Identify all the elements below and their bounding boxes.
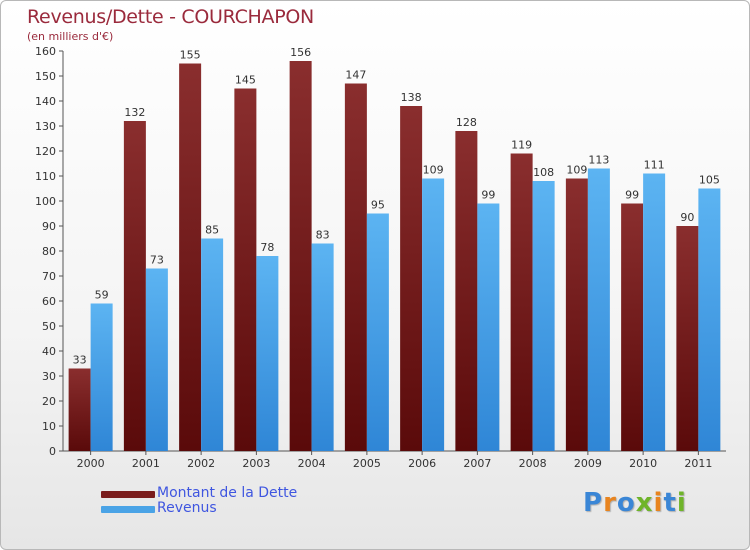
x-tick-label: 2011 — [684, 457, 712, 470]
brand-letter-4: i — [653, 488, 664, 518]
data-label-dette-2006: 138 — [401, 91, 422, 104]
data-label-dette-2002: 155 — [180, 49, 201, 62]
data-label-revenus-2011: 105 — [699, 174, 720, 187]
brand-letter-6: i — [676, 488, 687, 518]
legend-label-revenus: Revenus — [157, 500, 217, 516]
data-label-revenus-2003: 78 — [260, 241, 274, 254]
data-label-dette-2007: 128 — [456, 116, 477, 129]
legend-label-dette: Montant de la Dette — [157, 485, 298, 501]
data-label-dette-2003: 145 — [235, 74, 256, 87]
data-label-revenus-2006: 109 — [423, 164, 444, 177]
brand-letter-3: x — [635, 488, 654, 518]
x-tick-label: 2005 — [353, 457, 381, 470]
data-label-dette-2000: 33 — [73, 354, 87, 367]
data-label-dette-2004: 156 — [290, 46, 311, 59]
y-tick-label: 150 — [35, 70, 56, 83]
bar-revenus-2010 — [643, 173, 666, 451]
brand-letter-1: r — [603, 488, 617, 518]
bar-dette-2010 — [621, 203, 644, 451]
legend-swatch-revenus — [101, 506, 155, 513]
x-tick-label: 2003 — [242, 457, 270, 470]
y-tick-label: 10 — [42, 420, 56, 433]
data-label-dette-2009: 109 — [566, 164, 587, 177]
brand-letter-5: t — [663, 488, 677, 518]
bar-revenus-2011 — [698, 188, 721, 451]
bar-dette-2003 — [234, 88, 257, 451]
bars — [68, 61, 721, 451]
y-tick-label: 140 — [35, 95, 56, 108]
bar-dette-2011 — [676, 226, 699, 451]
axes: 0 10 20 30 40 50 60 70 80 90 100 110 120 130 140 150 160… — [35, 45, 726, 470]
data-label-dette-2010: 99 — [625, 189, 639, 202]
y-tick-label: 40 — [42, 345, 56, 358]
bar-dette-2009 — [565, 178, 588, 451]
x-tick-label: 2004 — [298, 457, 326, 470]
data-label-revenus-2001: 73 — [150, 254, 164, 267]
x-tick-label: 2009 — [574, 457, 602, 470]
data-label-revenus-2002: 85 — [205, 224, 219, 237]
bar-dette-2000 — [68, 368, 91, 451]
y-tick-label: 90 — [42, 220, 56, 233]
brand-logo: Proxiti — [583, 488, 687, 518]
brand-letter-2: o — [616, 488, 636, 518]
x-tick-label: 2000 — [77, 457, 105, 470]
bar-revenus-2002 — [201, 238, 224, 451]
x-tick-label: 2008 — [519, 457, 547, 470]
x-tick-label: 2001 — [132, 457, 160, 470]
bar-revenus-2007 — [477, 203, 500, 451]
y-tick-label: 130 — [35, 120, 56, 133]
bar-revenus-2009 — [587, 168, 610, 451]
y-tick-label: 110 — [35, 170, 56, 183]
data-label-revenus-2009: 113 — [588, 154, 609, 167]
y-tick-label: 100 — [35, 195, 56, 208]
bar-dette-2007 — [455, 131, 478, 451]
bar-revenus-2008 — [532, 181, 555, 451]
x-tick-label: 2006 — [408, 457, 436, 470]
bar-revenus-2004 — [311, 243, 334, 451]
bar-dette-2008 — [510, 153, 533, 451]
chart-subtitle: (en milliers d'€) — [27, 30, 114, 43]
bar-revenus-2000 — [90, 303, 113, 451]
data-label-revenus-2005: 95 — [371, 199, 385, 212]
brand-letter-0: P — [583, 488, 604, 518]
data-label-revenus-2007: 99 — [481, 189, 495, 202]
bar-revenus-2006 — [422, 178, 445, 451]
data-label-dette-2001: 132 — [124, 106, 145, 119]
y-tick-label: 120 — [35, 145, 56, 158]
data-labels: 33 59 132 73 155 85 145 78 156 83 147 95 138 109 128 99… — [73, 46, 720, 367]
bar-dette-2002 — [179, 63, 202, 451]
y-tick-label: 160 — [35, 45, 56, 58]
data-label-revenus-2010: 111 — [644, 159, 665, 172]
bar-revenus-2001 — [145, 268, 168, 451]
y-tick-label: 60 — [42, 295, 56, 308]
data-label-revenus-2004: 83 — [316, 229, 330, 242]
y-tick-label: 20 — [42, 395, 56, 408]
data-label-dette-2005: 147 — [345, 69, 366, 82]
x-tick-label: 2007 — [463, 457, 491, 470]
bar-dette-2006 — [400, 106, 423, 451]
legend-swatch-dette — [101, 491, 155, 498]
y-tick-label: 70 — [42, 270, 56, 283]
y-tick-label: 0 — [49, 445, 56, 458]
bar-revenus-2003 — [256, 256, 279, 451]
chart-title: Revenus/Dette - COURCHAPON — [27, 6, 314, 28]
y-tick-label: 30 — [42, 370, 56, 383]
data-label-revenus-2000: 59 — [95, 289, 109, 302]
bar-dette-2001 — [123, 121, 146, 451]
x-tick-label: 2002 — [187, 457, 215, 470]
y-tick-label: 50 — [42, 320, 56, 333]
bar-dette-2005 — [344, 83, 367, 451]
bar-revenus-2005 — [366, 213, 389, 451]
bar-dette-2004 — [289, 61, 312, 451]
data-label-revenus-2008: 108 — [533, 166, 554, 179]
y-tick-label: 80 — [42, 245, 56, 258]
x-tick-label: 2010 — [629, 457, 657, 470]
data-label-dette-2008: 119 — [511, 139, 532, 152]
data-label-dette-2011: 90 — [680, 211, 694, 224]
